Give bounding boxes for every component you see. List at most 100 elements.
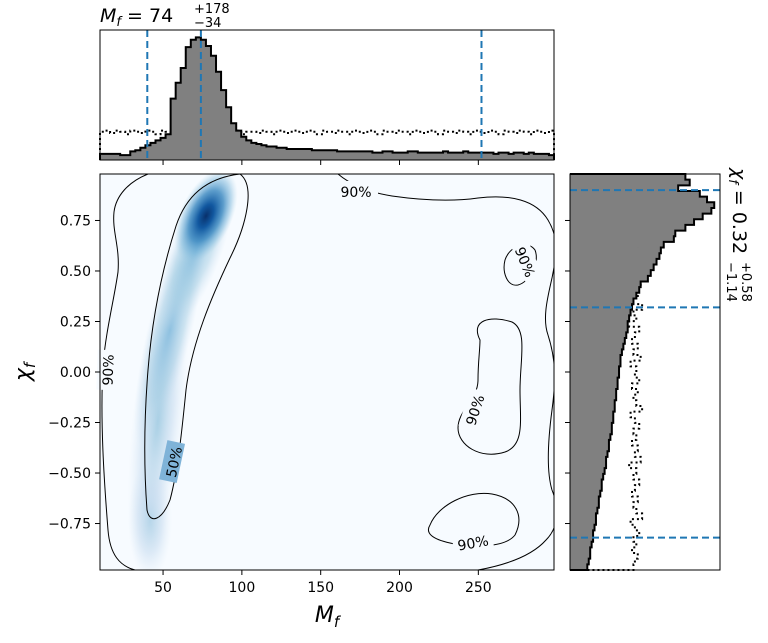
chif-hist-bar xyxy=(570,496,599,503)
chif-hist-bar xyxy=(570,185,679,192)
chif-hist-bar xyxy=(570,224,686,231)
contour-50 xyxy=(144,174,249,520)
y-tick-label: −0.50 xyxy=(48,466,91,482)
contour-label-90-low-group: 90% xyxy=(451,528,494,555)
mf-hist-bar xyxy=(382,151,388,160)
mf-hist-bar xyxy=(291,148,298,160)
mf-title-plus: +178 xyxy=(194,2,230,17)
y-tick-label: 0.25 xyxy=(60,314,91,330)
chif-hist-bar xyxy=(570,343,624,350)
y-tick-label: −0.25 xyxy=(48,416,91,432)
chif-hist-bar xyxy=(570,202,715,209)
joint-density-panel: 90% 90% 90% 90% 90% 50% 50 100 15 xyxy=(11,173,555,631)
chif-hist-bar xyxy=(570,213,703,220)
mf-hist-bar xyxy=(286,148,293,160)
chif-hist-yticks xyxy=(565,219,570,525)
contour-label-bg xyxy=(334,181,378,201)
chif-hist-bar xyxy=(570,411,614,418)
mf-hist-bar xyxy=(221,90,227,160)
chif-hist-bar xyxy=(570,230,676,237)
chif-hist-bar xyxy=(570,524,595,531)
chif-hist-bar xyxy=(570,321,628,328)
chif-hist-bar xyxy=(570,270,651,277)
mf-hist-bar xyxy=(468,152,474,160)
chif-hist-bar xyxy=(570,541,592,548)
chif-hist-bar xyxy=(570,332,627,339)
y-axis-label: χf xyxy=(11,360,39,382)
y-tick-label: 0.00 xyxy=(60,365,91,381)
mf-hist-bar xyxy=(518,152,525,160)
mf-hist-bar xyxy=(150,142,156,160)
chif-hist-outline xyxy=(570,173,716,571)
chif-hist-bar xyxy=(570,417,614,424)
chif-hist-bar xyxy=(570,264,654,271)
chif-hist-bar xyxy=(570,502,599,509)
contour-label-90-low: 90% xyxy=(456,533,489,554)
chif-hist-bar xyxy=(570,456,607,463)
mf-hist-bar xyxy=(306,148,313,160)
x-axis-label: Mf xyxy=(315,603,342,631)
density-peak xyxy=(174,174,238,263)
mf-hist-bar xyxy=(342,151,348,160)
chif-hist-bar xyxy=(570,490,601,497)
mf-hist-bar xyxy=(397,152,404,160)
chif-quantile-lines xyxy=(570,189,720,539)
mf-hist-bar xyxy=(301,148,308,160)
chif-hist-bar xyxy=(570,258,657,265)
chif-hist-bar xyxy=(570,190,700,198)
mf-hist-bar xyxy=(463,151,469,160)
chif-hist-bar xyxy=(570,553,591,560)
mf-hist-bar xyxy=(185,47,192,160)
chif-hist-bar xyxy=(570,253,660,260)
density-heatmap xyxy=(127,174,238,570)
mf-hist-bar xyxy=(523,153,530,160)
mf-title-minus: −34 xyxy=(194,16,221,31)
mf-hist-bar xyxy=(200,39,207,160)
mf-hist-bar xyxy=(427,152,434,160)
contour-label-bg xyxy=(511,239,543,284)
mf-hist-bar xyxy=(276,147,282,160)
chif-hist-bar xyxy=(570,519,596,526)
chif-hist-bar xyxy=(570,179,690,186)
contour-label-bg xyxy=(458,387,488,432)
x-tick-label: 50 xyxy=(154,580,172,596)
chif-posterior-histogram xyxy=(570,173,716,571)
chif-hist-bar xyxy=(570,558,589,565)
chif-hist-bar xyxy=(570,439,609,446)
mf-hist-bar xyxy=(266,146,272,160)
mf-hist-bar xyxy=(195,37,202,160)
chif-title-minus: −1.14 xyxy=(723,262,738,302)
mf-hist-bar xyxy=(417,152,424,160)
mf-hist-bar xyxy=(533,153,540,160)
mf-hist-bar xyxy=(246,140,252,160)
contour-label-bg xyxy=(96,349,116,391)
chif-hist-bar xyxy=(570,445,609,452)
mf-hist-bar xyxy=(327,150,333,160)
contour-label-bg xyxy=(451,528,494,554)
chif-marginal-histogram: χf = 0.32 +0.58 −1.14 xyxy=(565,167,753,571)
x-tick-label: 200 xyxy=(386,580,413,596)
mf-hist-bar xyxy=(316,150,323,160)
x-axis-ticks: 50 100 150 200 250 xyxy=(154,570,492,596)
mf-hist-outline xyxy=(99,36,555,160)
mf-hist-bar xyxy=(357,151,363,160)
mf-hist-bar xyxy=(180,68,187,160)
mf-hist-bar xyxy=(377,152,383,160)
chif-hist-bar xyxy=(570,547,591,554)
chif-hist-bar xyxy=(570,298,634,305)
chif-hist-bar xyxy=(570,174,686,181)
contour-label-90-left: 90% xyxy=(100,354,117,386)
mf-hist-bar xyxy=(402,152,409,160)
chif-hist-bar xyxy=(570,451,608,458)
mf-posterior-histogram xyxy=(99,36,555,161)
mf-hist-bar xyxy=(367,151,373,160)
mf-hist-bar xyxy=(362,151,368,160)
chif-hist-bar xyxy=(570,479,602,486)
chif-hist-bar xyxy=(570,207,712,214)
mf-hist-bar xyxy=(453,152,459,160)
chif-hist-bar xyxy=(570,309,631,316)
y-tick-label: −0.75 xyxy=(48,517,91,533)
mf-hist-bar xyxy=(321,150,328,160)
chif-hist-bar xyxy=(570,360,621,367)
